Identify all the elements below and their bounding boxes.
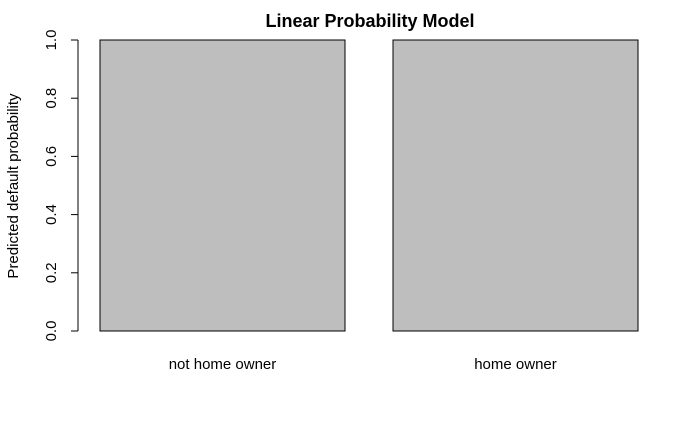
y-tick-label: 0.0: [43, 321, 60, 342]
y-tick-label: 1.0: [43, 30, 60, 51]
bars: [99, 39, 639, 332]
y-tick-label: 0.4: [43, 204, 60, 225]
y-tick-label: 0.8: [43, 88, 60, 109]
y-tick-label: 0.6: [43, 146, 60, 167]
bar: [392, 39, 639, 332]
y-tick-label: 0.2: [43, 262, 60, 283]
category-label: not home owner: [169, 356, 277, 373]
bar: [99, 39, 346, 332]
y-axis-label: Predicted default probability: [5, 93, 22, 279]
category-labels: not home owner home owner: [169, 356, 557, 373]
y-axis: 0.0 0.2 0.4 0.6 0.8 1.0: [43, 30, 79, 342]
category-label: home owner: [474, 356, 557, 373]
chart-title: Linear Probability Model: [265, 11, 474, 31]
